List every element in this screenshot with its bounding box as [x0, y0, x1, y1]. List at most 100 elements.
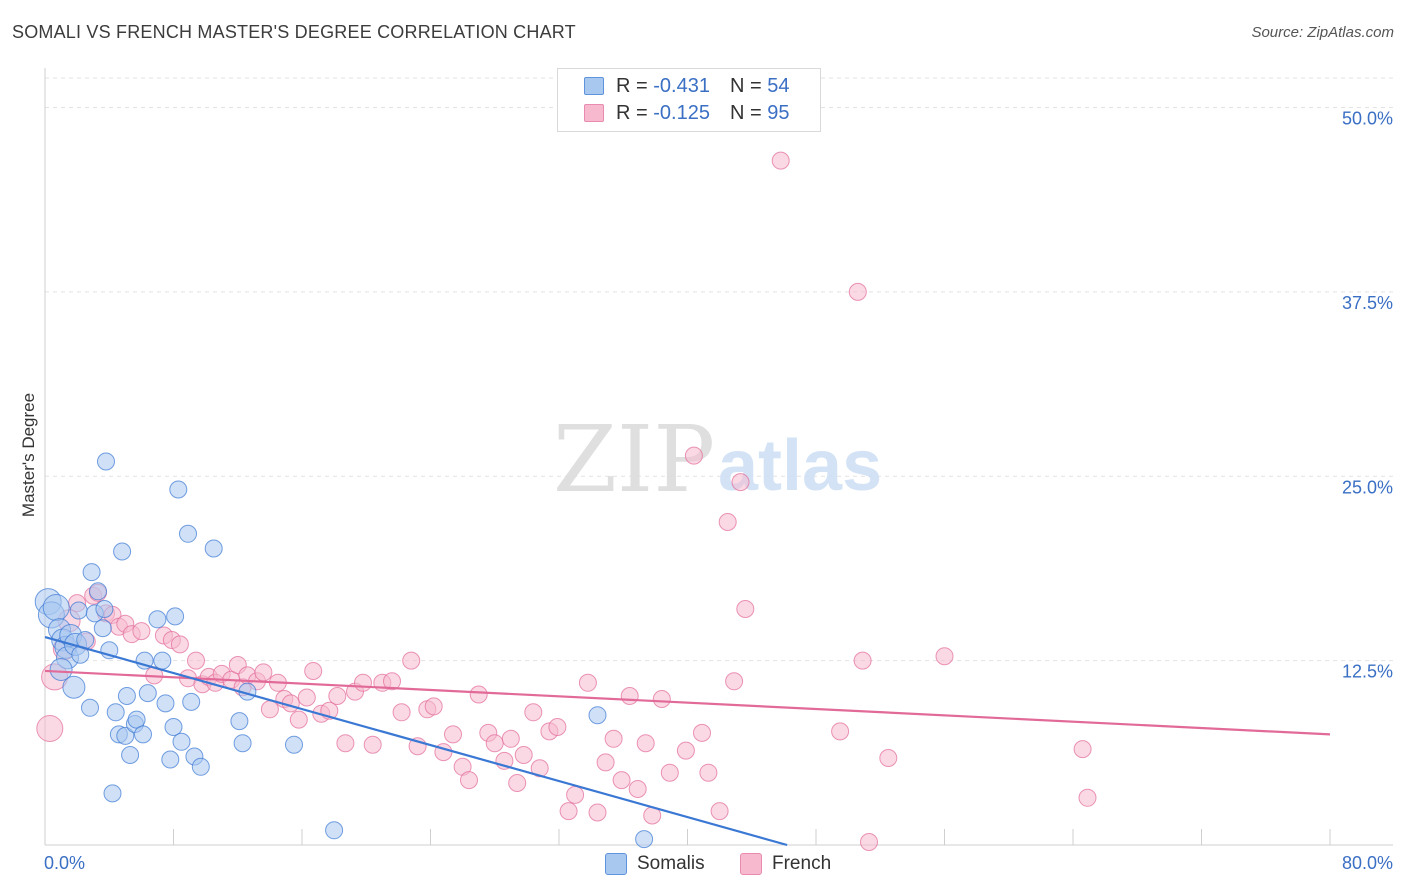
somalis-point: [204, 539, 223, 558]
somalis-point: [49, 658, 73, 681]
grid-lines: [45, 77, 1393, 662]
french-point: [853, 651, 872, 670]
french-point: [508, 774, 527, 792]
french-point: [460, 771, 478, 790]
source-credit: Source: ZipAtlas.com: [1251, 24, 1394, 41]
french-point: [736, 600, 755, 618]
french-point: [328, 687, 347, 705]
somalis-point: [106, 703, 125, 722]
somalis-point: [69, 601, 88, 620]
y-tick-label: 12.5%: [1342, 662, 1393, 682]
axes: [44, 68, 1393, 846]
somalis-point: [134, 725, 152, 744]
french-point: [660, 763, 679, 782]
somalis-point: [113, 542, 132, 561]
french-point: [1073, 740, 1092, 759]
somalis-point: [156, 694, 175, 713]
french-point: [501, 729, 520, 748]
somalis-point: [93, 619, 112, 638]
chart-title: SOMALI VS FRENCH MASTER'S DEGREE CORRELA…: [12, 22, 576, 42]
somalis-point: [169, 480, 188, 499]
french-point: [566, 785, 585, 804]
somalis-point: [325, 821, 344, 840]
french-point: [354, 673, 372, 692]
legend-r-label: R =: [616, 74, 648, 97]
french-point: [363, 735, 382, 754]
somalis-point: [588, 706, 607, 725]
french-point: [36, 715, 64, 742]
french-point: [578, 673, 597, 692]
somalis-point: [117, 687, 136, 705]
french-point: [699, 763, 718, 782]
somalis-point: [233, 734, 252, 753]
somalis-point: [230, 712, 249, 731]
legend-somalis-r: -0.431: [653, 74, 710, 97]
french-point: [676, 741, 695, 760]
legend-row-somalis: R = -0.431 N = 54: [584, 73, 789, 99]
somalis-point: [138, 684, 157, 703]
somalis-point: [285, 735, 303, 754]
french-point: [444, 725, 462, 744]
french-point: [289, 710, 308, 729]
somalis-swatch: [584, 77, 604, 95]
somalis-point: [182, 692, 201, 711]
french-point: [402, 651, 421, 670]
bottom-legend-french: French: [740, 851, 831, 877]
somalis-point: [103, 784, 122, 803]
french-point: [620, 687, 639, 705]
somalis-point: [121, 746, 140, 764]
french-legend-swatch: [740, 853, 762, 875]
french-point: [469, 685, 488, 704]
french-point: [170, 635, 189, 654]
correlation-legend: R = -0.431 N = 54 R = -0.125 N = 95: [557, 68, 821, 132]
legend-somalis-n: 54: [767, 74, 790, 97]
french-point: [725, 672, 744, 691]
somalis-point: [166, 607, 185, 626]
somalis-point: [161, 750, 180, 769]
somalis-legend-swatch: [605, 853, 627, 875]
french-point: [771, 151, 790, 170]
french-point: [596, 753, 615, 772]
legend-french-n: 95: [767, 101, 790, 124]
legend-r-label: R =: [616, 101, 648, 124]
somalis-point: [148, 610, 167, 629]
french-point: [297, 688, 316, 707]
french-point: [848, 282, 867, 301]
somalis-point: [164, 718, 183, 736]
french-point: [424, 697, 443, 716]
french-point: [636, 734, 655, 753]
somalis-point: [42, 594, 70, 621]
somalis-point: [81, 698, 99, 717]
french-trend-line: [44, 669, 1331, 736]
somalis-point: [62, 675, 86, 699]
watermark-atlas: atlas: [718, 426, 882, 506]
somalis-point: [82, 563, 101, 582]
somalis-point: [153, 651, 172, 670]
x-tick-label: 80.0%: [1342, 853, 1393, 873]
french-point: [935, 647, 954, 666]
x-tick-label: 0.0%: [44, 853, 85, 873]
french-point: [860, 833, 878, 851]
legend-n-label: N =: [729, 74, 762, 97]
tick-labels: 12.5% 25.0% 37.5% 50.0% 0.0% 80.0%: [44, 109, 1393, 874]
french-point: [132, 622, 151, 641]
somalis-legend-label: Somalis: [637, 853, 705, 874]
somalis-point: [97, 452, 115, 471]
legend-row-french: R = -0.125 N = 95: [584, 100, 789, 126]
french-point: [254, 663, 273, 682]
somalis-point: [172, 732, 191, 751]
legend-french-r: -0.125: [653, 101, 710, 124]
legend-n-label: N =: [729, 101, 762, 124]
french-point: [831, 722, 850, 741]
somalis-point: [635, 830, 654, 849]
french-swatch: [584, 104, 604, 122]
french-point: [304, 662, 323, 680]
somalis-trend-line: [44, 635, 788, 847]
french-point: [485, 734, 504, 753]
french-point: [718, 513, 737, 531]
french-point: [604, 729, 623, 748]
french-point: [514, 746, 533, 764]
somalis-point: [95, 600, 114, 618]
trend-lines: [44, 635, 1331, 847]
